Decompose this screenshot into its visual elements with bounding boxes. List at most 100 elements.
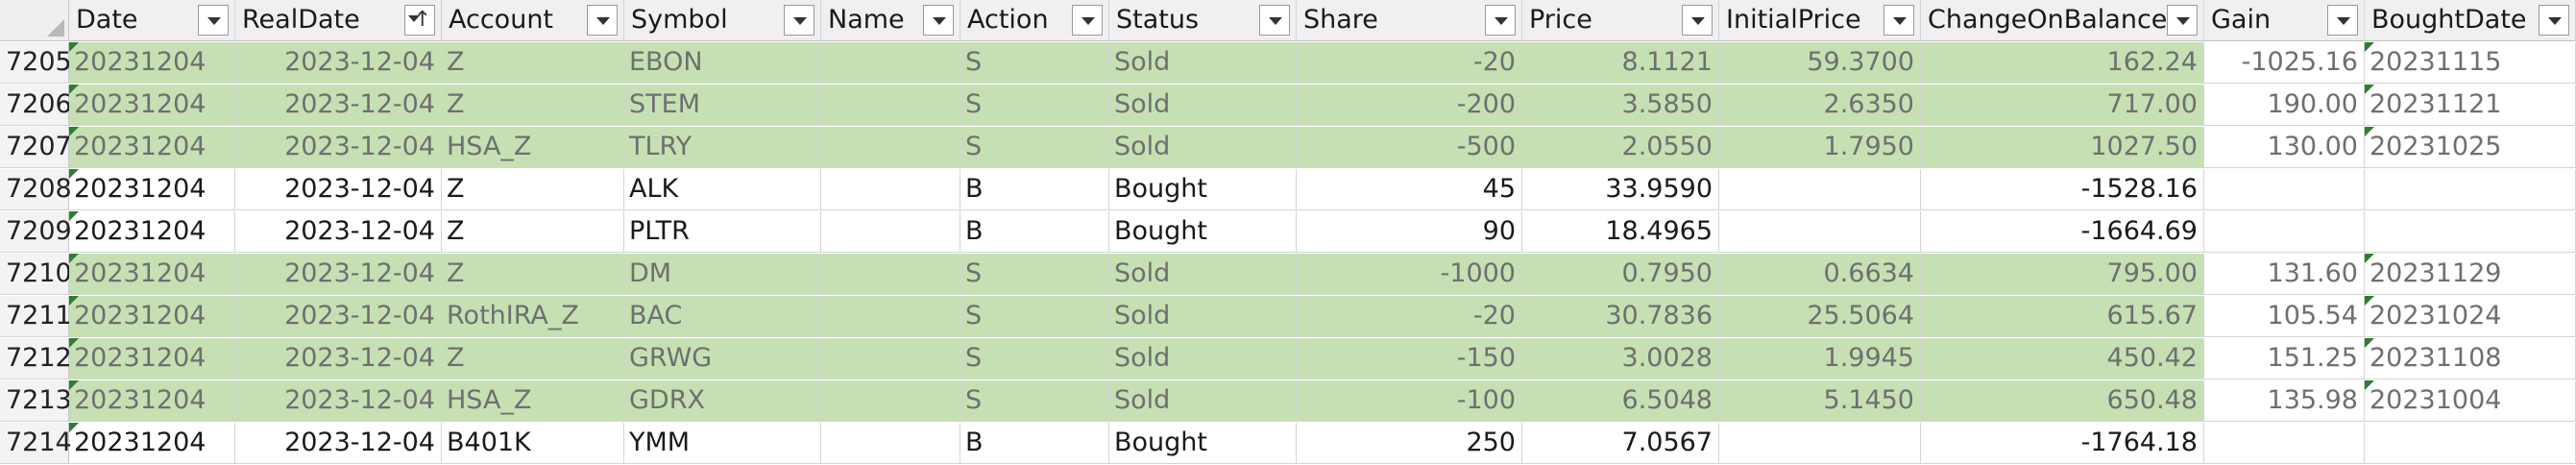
cell-price[interactable]: 3.0028 (1522, 338, 1719, 379)
cell-status[interactable]: Sold (1109, 127, 1297, 168)
cell-name[interactable] (821, 338, 960, 379)
cell-share[interactable]: -150 (1297, 338, 1522, 379)
column-header-boughtdate[interactable]: BoughtDate (2365, 0, 2576, 41)
cell-share[interactable]: -200 (1297, 85, 1522, 126)
cell-gain[interactable]: 105.54 (2204, 296, 2365, 337)
cell-share[interactable]: -20 (1297, 42, 1522, 84)
cell-action[interactable]: S (960, 127, 1109, 168)
column-header-account[interactable]: Account (442, 0, 624, 41)
cell-price[interactable]: 30.7836 (1522, 296, 1719, 337)
cell-change[interactable]: 615.67 (1921, 296, 2204, 337)
cell-realdate[interactable]: 2023-12-04 (235, 127, 442, 168)
cell-date[interactable]: 20231204 (69, 169, 235, 210)
column-header-name[interactable]: Name (821, 0, 960, 41)
cell-initialprice[interactable]: 59.3700 (1719, 42, 1921, 84)
cell-boughtdate[interactable]: 20231115 (2365, 42, 2576, 84)
cell-status[interactable]: Sold (1109, 338, 1297, 379)
cell-gain[interactable]: 135.98 (2204, 380, 2365, 422)
column-header-action[interactable]: Action (960, 0, 1109, 41)
row-number[interactable]: 7210 (0, 254, 72, 295)
column-header-realdate[interactable]: RealDate ↑ (235, 0, 442, 41)
cell-date[interactable]: 20231204 (69, 211, 235, 253)
cell-account[interactable]: HSA_Z (442, 380, 624, 422)
cell-symbol[interactable]: GRWG (624, 338, 821, 379)
cell-price[interactable]: 6.5048 (1522, 380, 1719, 422)
cell-account[interactable]: Z (442, 85, 624, 126)
cell-boughtdate[interactable]: 20231025 (2365, 127, 2576, 168)
filter-dropdown-button[interactable] (1259, 5, 1290, 36)
cell-initialprice[interactable] (1719, 211, 1921, 253)
cell-share[interactable]: 90 (1297, 211, 1522, 253)
cell-status[interactable]: Bought (1109, 211, 1297, 253)
row-number[interactable]: 7214 (0, 423, 72, 464)
cell-initialprice[interactable]: 2.6350 (1719, 85, 1921, 126)
cell-action[interactable]: B (960, 211, 1109, 253)
column-header-changeonbalance[interactable]: ChangeOnBalance (1921, 0, 2204, 41)
row-number[interactable]: 7205 (0, 42, 72, 84)
cell-action[interactable]: S (960, 254, 1109, 295)
cell-account[interactable]: B401K (442, 423, 624, 464)
cell-account[interactable]: Z (442, 338, 624, 379)
cell-price[interactable]: 7.0567 (1522, 423, 1719, 464)
cell-change[interactable]: 450.42 (1921, 338, 2204, 379)
cell-realdate[interactable]: 2023-12-04 (235, 211, 442, 253)
cell-share[interactable]: -20 (1297, 296, 1522, 337)
cell-realdate[interactable]: 2023-12-04 (235, 42, 442, 84)
cell-boughtdate[interactable]: 20231129 (2365, 254, 2576, 295)
cell-share[interactable]: -100 (1297, 380, 1522, 422)
filter-dropdown-button[interactable] (1072, 5, 1103, 36)
cell-date[interactable]: 20231204 (69, 42, 235, 84)
cell-name[interactable] (821, 169, 960, 210)
cell-date[interactable]: 20231204 (69, 254, 235, 295)
table-row[interactable]: 7209 20231204 2023-12-04 Z PLTR B Bought 90 18.4… (0, 211, 2576, 253)
cell-date[interactable]: 20231204 (69, 296, 235, 337)
cell-account[interactable]: RothIRA_Z (442, 296, 624, 337)
table-row[interactable]: 7210 20231204 2023-12-04 Z DM S Sold -1000 0.795… (0, 254, 2576, 295)
column-header-price[interactable]: Price (1522, 0, 1719, 41)
cell-account[interactable]: Z (442, 42, 624, 84)
cell-gain[interactable] (2204, 423, 2365, 464)
cell-realdate[interactable]: 2023-12-04 (235, 296, 442, 337)
table-row[interactable]: 7205 20231204 2023-12-04 Z EBON S Sold -20 8.112… (0, 42, 2576, 84)
sort-filter-button[interactable]: ↑ (404, 5, 435, 36)
cell-gain[interactable]: -1025.16 (2204, 42, 2365, 84)
cell-change[interactable]: 1027.50 (1921, 127, 2204, 168)
cell-name[interactable] (821, 254, 960, 295)
cell-gain[interactable]: 190.00 (2204, 85, 2365, 126)
cell-initialprice[interactable]: 1.9945 (1719, 338, 1921, 379)
cell-symbol[interactable]: YMM (624, 423, 821, 464)
cell-action[interactable]: B (960, 169, 1109, 210)
cell-symbol[interactable]: PLTR (624, 211, 821, 253)
row-number[interactable]: 7207 (0, 127, 72, 168)
cell-share[interactable]: -500 (1297, 127, 1522, 168)
cell-boughtdate[interactable] (2365, 169, 2576, 210)
cell-name[interactable] (821, 85, 960, 126)
table-row[interactable]: 7207 20231204 2023-12-04 HSA_Z TLRY S Sold -500… (0, 127, 2576, 168)
cell-status[interactable]: Sold (1109, 380, 1297, 422)
cell-share[interactable]: 250 (1297, 423, 1522, 464)
cell-initialprice[interactable]: 25.5064 (1719, 296, 1921, 337)
cell-price[interactable]: 8.1121 (1522, 42, 1719, 84)
cell-realdate[interactable]: 2023-12-04 (235, 338, 442, 379)
column-header-status[interactable]: Status (1109, 0, 1297, 41)
cell-boughtdate[interactable]: 20231024 (2365, 296, 2576, 337)
cell-realdate[interactable]: 2023-12-04 (235, 85, 442, 126)
cell-symbol[interactable]: BAC (624, 296, 821, 337)
cell-account[interactable]: HSA_Z (442, 127, 624, 168)
cell-action[interactable]: B (960, 423, 1109, 464)
filter-dropdown-button[interactable] (2327, 5, 2358, 36)
filter-dropdown-button[interactable] (587, 5, 618, 36)
cell-price[interactable]: 33.9590 (1522, 169, 1719, 210)
cell-change[interactable]: 650.48 (1921, 380, 2204, 422)
row-number[interactable]: 7211 (0, 296, 72, 337)
filter-dropdown-button[interactable] (923, 5, 954, 36)
cell-boughtdate[interactable]: 20231121 (2365, 85, 2576, 126)
column-header-date[interactable]: Date (69, 0, 235, 41)
column-header-initialprice[interactable]: InitialPrice (1719, 0, 1921, 41)
table-row[interactable]: 7206 20231204 2023-12-04 Z STEM S Sold -200 3.58… (0, 85, 2576, 126)
cell-status[interactable]: Sold (1109, 42, 1297, 84)
cell-name[interactable] (821, 380, 960, 422)
column-header-share[interactable]: Share (1297, 0, 1522, 41)
cell-symbol[interactable]: GDRX (624, 380, 821, 422)
